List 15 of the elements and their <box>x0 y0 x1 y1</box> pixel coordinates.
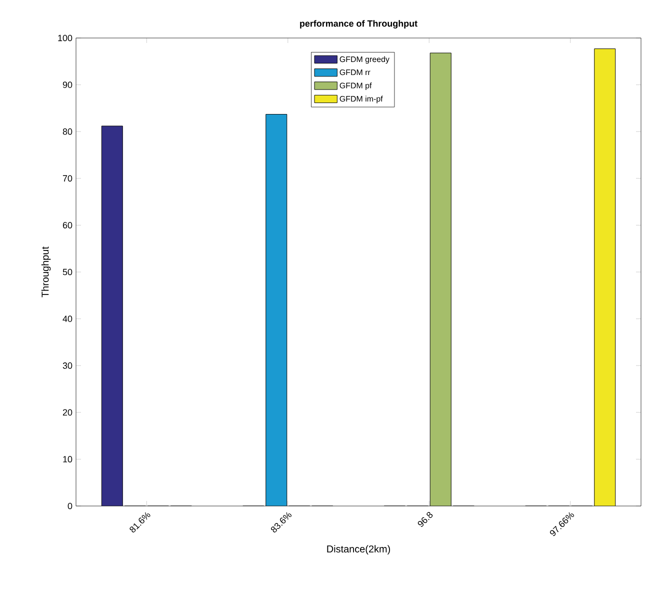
chart-title: performance of Throughput <box>300 20 418 28</box>
y-tick-label: 50 <box>62 268 72 276</box>
y-tick-label: 90 <box>62 82 72 88</box>
y-tick-label: 80 <box>62 128 72 135</box>
y-tick-label: 30 <box>62 362 72 369</box>
y-tick-label: 40 <box>62 316 72 322</box>
y-tick-label: 20 <box>62 409 72 416</box>
y-axis-title: Throughput <box>41 246 51 298</box>
y-tick-label: 100 <box>58 34 72 42</box>
y-tick-label: 0 <box>68 502 72 510</box>
x-axis-title: Distance(2km) <box>327 545 390 554</box>
y-tick-label: 70 <box>62 175 72 182</box>
y-tick-label: 60 <box>62 222 72 228</box>
x-tick-label: 96.8 <box>418 512 433 527</box>
y-tick-label: 10 <box>63 456 72 462</box>
